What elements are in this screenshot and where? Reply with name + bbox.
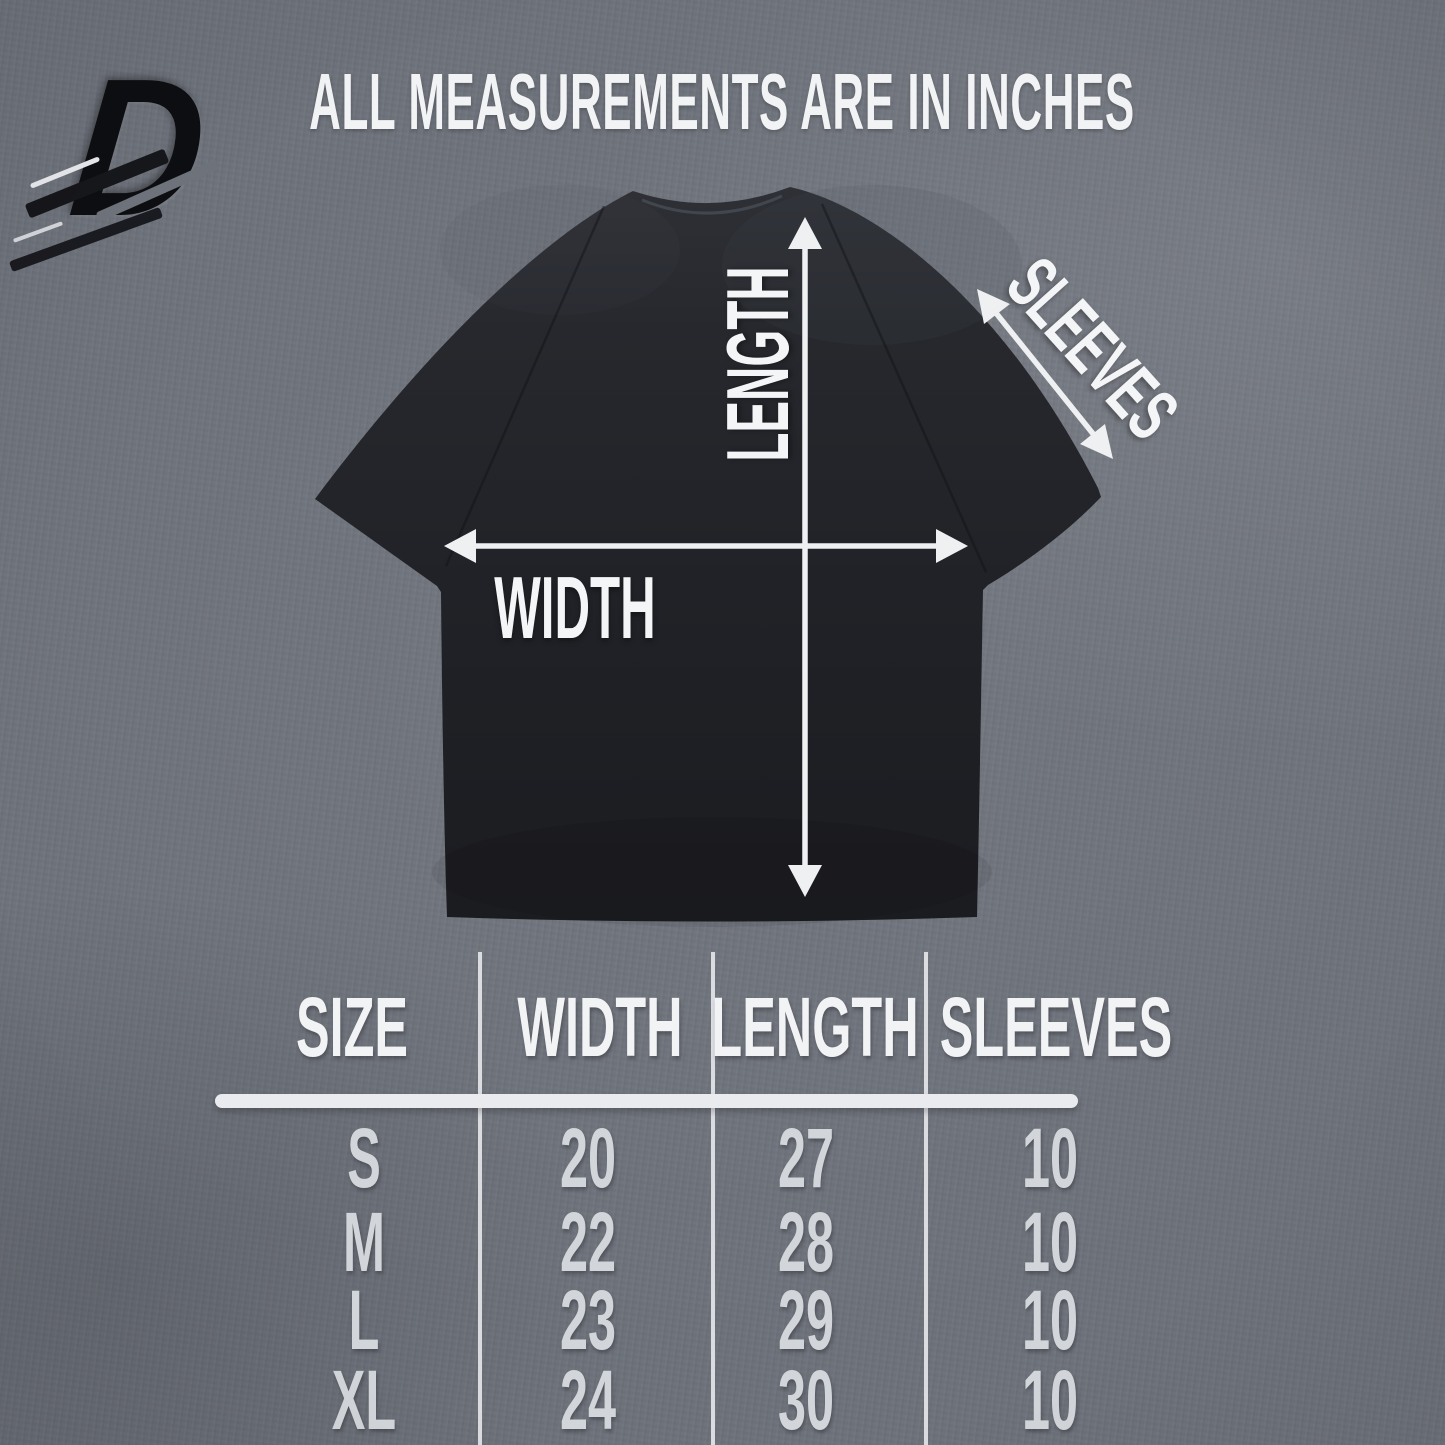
width-cell: 22 (559, 1195, 617, 1289)
sleeves-cell: 10 (1021, 1353, 1079, 1445)
column-header-size: SIZE (295, 980, 409, 1074)
table-divider (478, 952, 482, 1445)
sleeves-cell: 10 (1021, 1111, 1079, 1205)
table-divider (924, 952, 928, 1445)
table-divider (711, 952, 715, 1445)
size-cell: S (347, 1111, 381, 1205)
width-cell: 24 (559, 1353, 617, 1445)
brand-logo: D (8, 38, 240, 273)
collar-seam (641, 194, 783, 215)
column-header-width: WIDTH (517, 980, 683, 1074)
width-label: WIDTH (494, 558, 656, 657)
header-separator-bar (215, 1094, 1078, 1108)
length-cell: 27 (777, 1111, 835, 1205)
length-label: LENGTH (708, 266, 807, 462)
size-cell: M (343, 1195, 385, 1289)
length-cell: 28 (777, 1195, 835, 1289)
page-title: ALL MEASUREMENTS ARE IN INCHES (309, 57, 1135, 146)
width-cell: 23 (559, 1273, 617, 1367)
column-header-length: LENGTH (711, 980, 919, 1074)
width-arrow (444, 529, 968, 563)
column-header-sleeves: SLEEVES (939, 980, 1173, 1074)
length-arrow (788, 217, 822, 897)
length-cell: 29 (777, 1273, 835, 1367)
sleeves-cell: 10 (1021, 1195, 1079, 1289)
tshirt-silhouette (315, 185, 1101, 927)
width-cell: 20 (559, 1111, 617, 1205)
size-cell: L (348, 1273, 380, 1367)
length-cell: 30 (777, 1353, 835, 1445)
size-cell: XL (331, 1353, 397, 1445)
sleeves-arrow (977, 289, 1113, 459)
sleeves-cell: 10 (1021, 1273, 1079, 1367)
